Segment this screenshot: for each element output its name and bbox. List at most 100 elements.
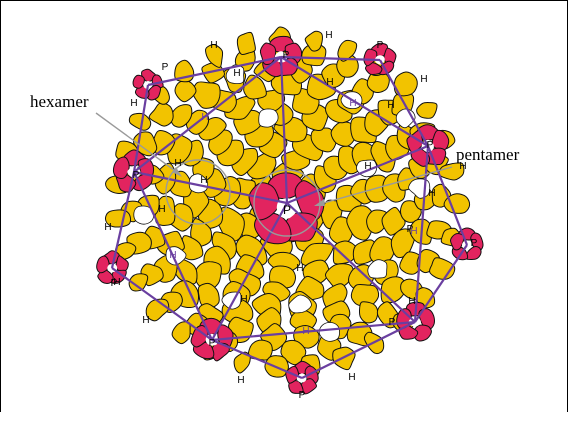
hexon-subunit [192,81,221,109]
pentamer-label-p-bottom-right: P [389,317,396,328]
hexamer-label-h-21: H [174,158,181,169]
callout-pointers [95,112,453,206]
hexamer-label-h-26: H [326,77,333,88]
hexamer-highlight-ring [165,159,231,225]
hexamer-label-h-18: H [113,277,120,288]
edge-left-top [133,56,282,173]
hexamer-label-h-3: H [420,74,427,85]
hexon-subunit [236,31,256,56]
edge-top-topr [280,55,381,62]
pentamer-label-p-right: P [427,140,434,151]
hexon-subunit [211,231,237,261]
hexamer-label-h-23: H [428,188,435,199]
hexamer-label-h-6: H [201,112,208,123]
edge-tr-br [426,145,469,246]
hexamer-label-h-14: H [302,326,309,337]
hexamer-label-h-8: H [200,175,207,186]
edge-top-tr [280,56,429,147]
hexamer-callout-label: hexamer [30,92,89,111]
hexamer-pore [367,259,388,279]
penton-subunits [96,35,484,395]
hexamer-label-h-9: H [364,161,371,172]
hexamer-pore [318,321,340,342]
hexamer-pore [288,294,312,314]
hexamer-label-h-4: H [130,98,137,109]
hexon-subunit [197,282,220,309]
hexon-subunit [128,112,152,131]
edge-left-tl [132,84,150,173]
hexamer-label-h-17: H [348,372,355,383]
hexon-subunit [346,205,375,241]
pentamer-label-p-left-lower: P [111,278,118,289]
hexon-subunit [304,30,323,52]
hexamer-label-h-2: H [210,40,217,51]
edge-right-bot [211,320,416,342]
frame-gap [0,412,570,424]
hexamer-label-h-19: H [408,296,415,307]
pentamer-label-p-left: P [133,170,140,181]
hexon-subunit [416,102,438,119]
edge-ll-left [110,171,136,269]
edge-topr-tr [379,59,429,147]
pentamer-label-p-right-lower: P [471,238,478,249]
hexon-subunit [381,206,406,236]
pentamer-pointer-line [319,166,453,205]
hexamer-label-h-16: H [237,375,244,386]
hexamer-label-h-20: H [233,68,240,79]
hexon-subunit [190,218,213,247]
hexamer-pore [258,108,279,128]
pentamer-br-subunit [465,245,482,261]
pentamer-label-p-top: P [283,50,290,61]
hexon-subunit [393,71,418,97]
hexon-subunit [332,240,359,265]
hexamer-label-h-5: H [349,98,356,109]
edge-right-botm [301,321,416,379]
pentamer-label-p-bottom-left: P [209,338,216,349]
hexon-subunit [366,209,388,234]
hexon-subunit [205,43,224,68]
hexon-subunit [358,301,379,324]
pentamer-ll-subunit [96,255,110,274]
hexon-subunit [148,102,174,127]
edge-center-top [279,56,289,204]
hexamer-label-h-7: H [459,161,466,172]
hexamer-label-h-25: H [387,100,394,111]
edge-center-tr [286,144,429,205]
hexamer-pointer-arrowhead [172,167,182,177]
pentamer-left-subunit [113,156,130,179]
hexon-subunit [438,162,465,181]
hexamer-label-h-1: H [325,30,332,41]
edge-bot-left [133,171,213,341]
hexon-subunit [443,193,471,214]
edge-br-right [414,244,468,323]
hexamer-pore [408,178,431,199]
hexamer-label-h-13: H [240,294,247,305]
pentamer-label-p-right-inner: P [407,224,414,235]
pentamer-label-p-top-right: P [377,40,384,51]
pentamer-topr-subunit [363,48,378,67]
pentamer-pointer-arrowhead [314,199,325,206]
pentamer-label-p-bottom: P [299,390,306,401]
hexamer-label-h-11: H [169,250,176,261]
pentamer-topr-subunit [364,62,383,75]
hexamer-pointer-line [95,112,179,174]
hexon-subunit [174,80,197,103]
pentamer-label-p-top-left: P [162,62,169,73]
hexon-subunit [280,339,307,366]
edge-botm-bot [211,338,303,380]
hexamer-label-h-12: H [410,226,417,237]
hexamer-label-h-22: H [296,263,303,274]
hexon-subunit [399,251,424,275]
pentamer-label-p-center: P [283,203,291,217]
hexon-subunit [171,321,191,345]
pentamer-callout-label: pentamer [456,145,520,164]
edge-center-left [133,170,288,205]
pentamer-tl-subunit [132,74,145,89]
edge-tr-right [413,145,430,323]
hexamer-pore [133,205,154,225]
edge-tl-top [147,55,282,87]
hexamer-label-h-15: H [142,315,149,326]
edge-center-right [286,202,416,323]
